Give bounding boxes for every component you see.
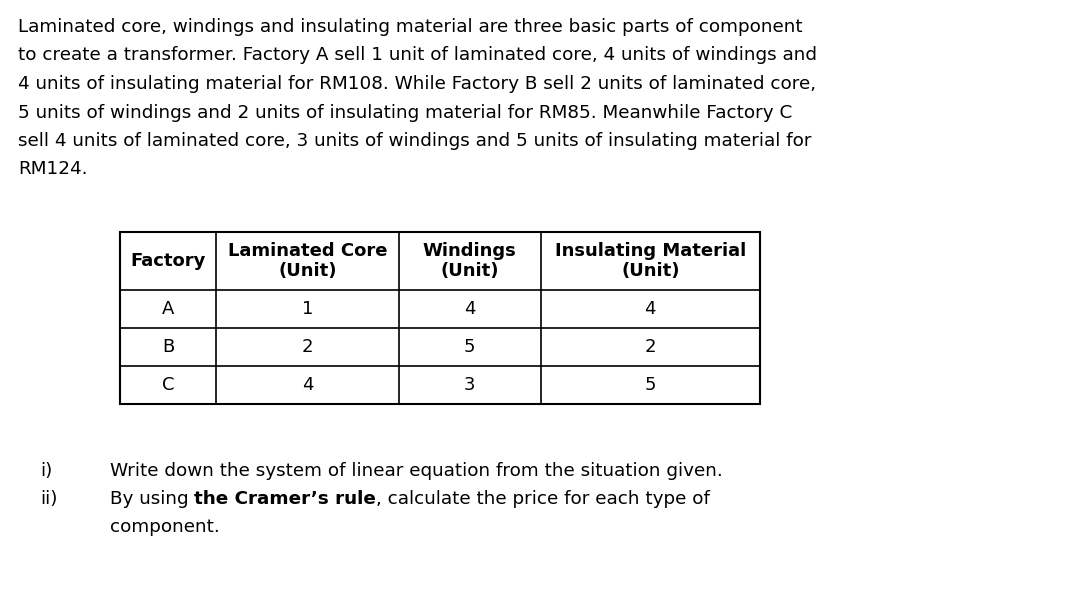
Text: Windings
(Unit): Windings (Unit) [422,242,517,280]
Text: RM124.: RM124. [18,161,87,178]
Text: sell 4 units of laminated core, 3 units of windings and 5 units of insulating ma: sell 4 units of laminated core, 3 units … [18,132,812,150]
Text: By using: By using [110,490,195,508]
Text: component.: component. [110,518,219,536]
Text: B: B [162,338,174,356]
Text: Write down the system of linear equation from the situation given.: Write down the system of linear equation… [110,462,722,480]
Text: i): i) [40,462,53,480]
Text: Factory: Factory [130,252,205,270]
Text: 5: 5 [464,338,475,356]
Text: to create a transformer. Factory A sell 1 unit of laminated core, 4 units of win: to create a transformer. Factory A sell … [18,46,817,64]
Text: Laminated core, windings and insulating material are three basic parts of compon: Laminated core, windings and insulating … [18,18,803,36]
Text: 4: 4 [302,376,313,394]
Text: C: C [161,376,174,394]
Text: 5 units of windings and 2 units of insulating material for RM85. Meanwhile Facto: 5 units of windings and 2 units of insul… [18,104,792,121]
Text: the Cramer’s rule: the Cramer’s rule [195,490,376,508]
Text: 1: 1 [302,300,313,318]
Text: Insulating Material
(Unit): Insulating Material (Unit) [555,242,746,280]
Text: 4: 4 [464,300,475,318]
Text: 4: 4 [645,300,656,318]
Text: , calculate the price for each type of: , calculate the price for each type of [376,490,711,508]
Text: 4 units of insulating material for RM108. While Factory B sell 2 units of lamina: 4 units of insulating material for RM108… [18,75,816,93]
Text: 5: 5 [645,376,656,394]
Text: 2: 2 [645,338,656,356]
Text: ii): ii) [40,490,57,508]
Text: Laminated Core
(Unit): Laminated Core (Unit) [228,242,387,280]
Text: A: A [162,300,174,318]
Bar [120,232,760,404]
Text: 2: 2 [302,338,313,356]
Text: 3: 3 [464,376,475,394]
